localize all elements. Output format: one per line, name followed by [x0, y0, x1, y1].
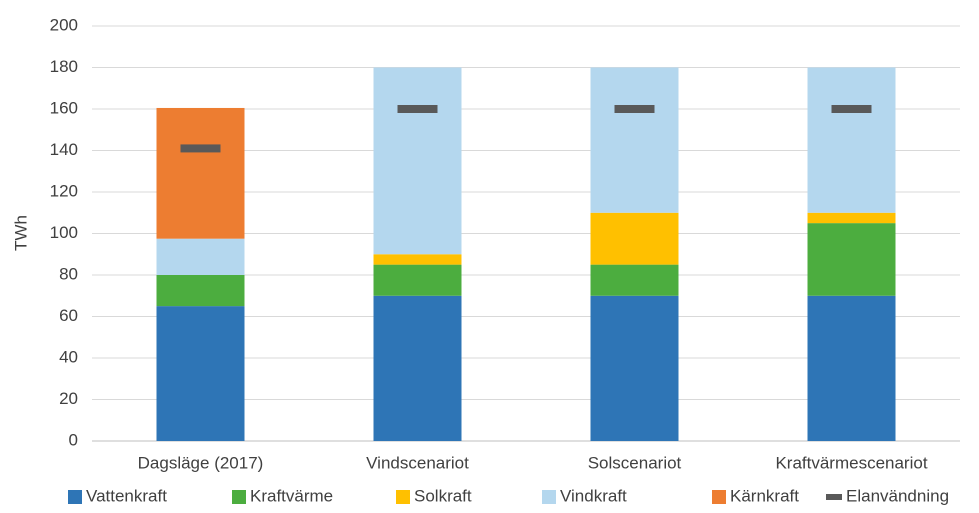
y-tick-label: 20 [59, 389, 78, 408]
x-tick-label: Solscenariot [588, 453, 682, 472]
bar-segment [373, 264, 462, 296]
bar-segment [590, 212, 679, 265]
y-tick-label: 60 [59, 306, 78, 325]
marker [831, 105, 872, 113]
bar-segment [807, 295, 896, 441]
x-tick-label: Kraftvärmescenariot [775, 453, 927, 472]
y-tick-label: 0 [69, 430, 78, 449]
legend-swatch [232, 490, 246, 504]
legend-swatch [396, 490, 410, 504]
y-tick-label: 100 [50, 223, 78, 242]
legend-swatch [712, 490, 726, 504]
bar-segment [156, 275, 245, 307]
legend-label: Vindkraft [560, 486, 627, 505]
bar-segment [590, 67, 679, 213]
legend-label: Vattenkraft [86, 486, 167, 505]
y-tick-label: 80 [59, 264, 78, 283]
bar-segment [156, 107, 245, 239]
bar-segment [373, 67, 462, 255]
marker [397, 105, 438, 113]
legend-label: Solkraft [414, 486, 472, 505]
marker [614, 105, 655, 113]
bar-segment [590, 295, 679, 441]
y-tick-label: 120 [50, 181, 78, 200]
x-tick-label: Vindscenariot [366, 453, 469, 472]
marker [180, 144, 221, 153]
legend-swatch [68, 490, 82, 504]
bar-segment [807, 223, 896, 296]
x-tick-label: Dagsläge (2017) [138, 453, 264, 472]
bar-segment [807, 212, 896, 224]
legend-label: Elanvändning [846, 486, 949, 505]
bar-segment [156, 238, 245, 275]
y-axis-label: TWh [11, 215, 30, 251]
legend-label: Kärnkraft [730, 486, 799, 505]
y-tick-label: 140 [50, 140, 78, 159]
y-tick-label: 40 [59, 347, 78, 366]
y-tick-label: 200 [50, 15, 78, 34]
legend-label: Kraftvärme [250, 486, 333, 505]
bar-segment [373, 254, 462, 265]
bar-segment [590, 264, 679, 296]
y-tick-label: 180 [50, 57, 78, 76]
bar-segment [807, 67, 896, 213]
bar-segment [373, 295, 462, 441]
legend-swatch [826, 494, 842, 500]
y-tick-label: 160 [50, 98, 78, 117]
legend-swatch [542, 490, 556, 504]
bar-segment [156, 306, 245, 441]
